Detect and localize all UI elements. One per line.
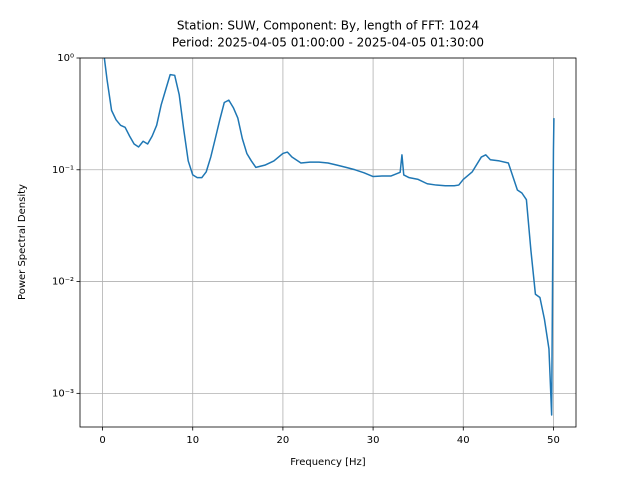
y-tick-label: 10⁻³: [52, 388, 74, 399]
x-tick-label: 40: [457, 435, 470, 446]
x-tick-label: 10: [186, 435, 199, 446]
x-tick-label: 0: [99, 435, 105, 446]
y-tick-label: 10⁻²: [52, 277, 74, 288]
x-axis-label: Frequency [Hz]: [290, 457, 366, 468]
data-line: [103, 57, 555, 416]
x-tick-label: 50: [547, 435, 560, 446]
chart-title: Station: SUW, Component: By, length of F…: [177, 19, 479, 33]
y-tick-label: 10⁻¹: [52, 165, 74, 176]
x-tick-label: 30: [367, 435, 380, 446]
chart-subtitle: Period: 2025-04-05 01:00:00 - 2025-04-05…: [172, 36, 484, 50]
y-tick-label: 10⁰: [57, 53, 74, 64]
y-axis-label: Power Spectral Density: [17, 184, 28, 300]
x-tick-label: 20: [277, 435, 290, 446]
plot-frame: [79, 57, 577, 428]
